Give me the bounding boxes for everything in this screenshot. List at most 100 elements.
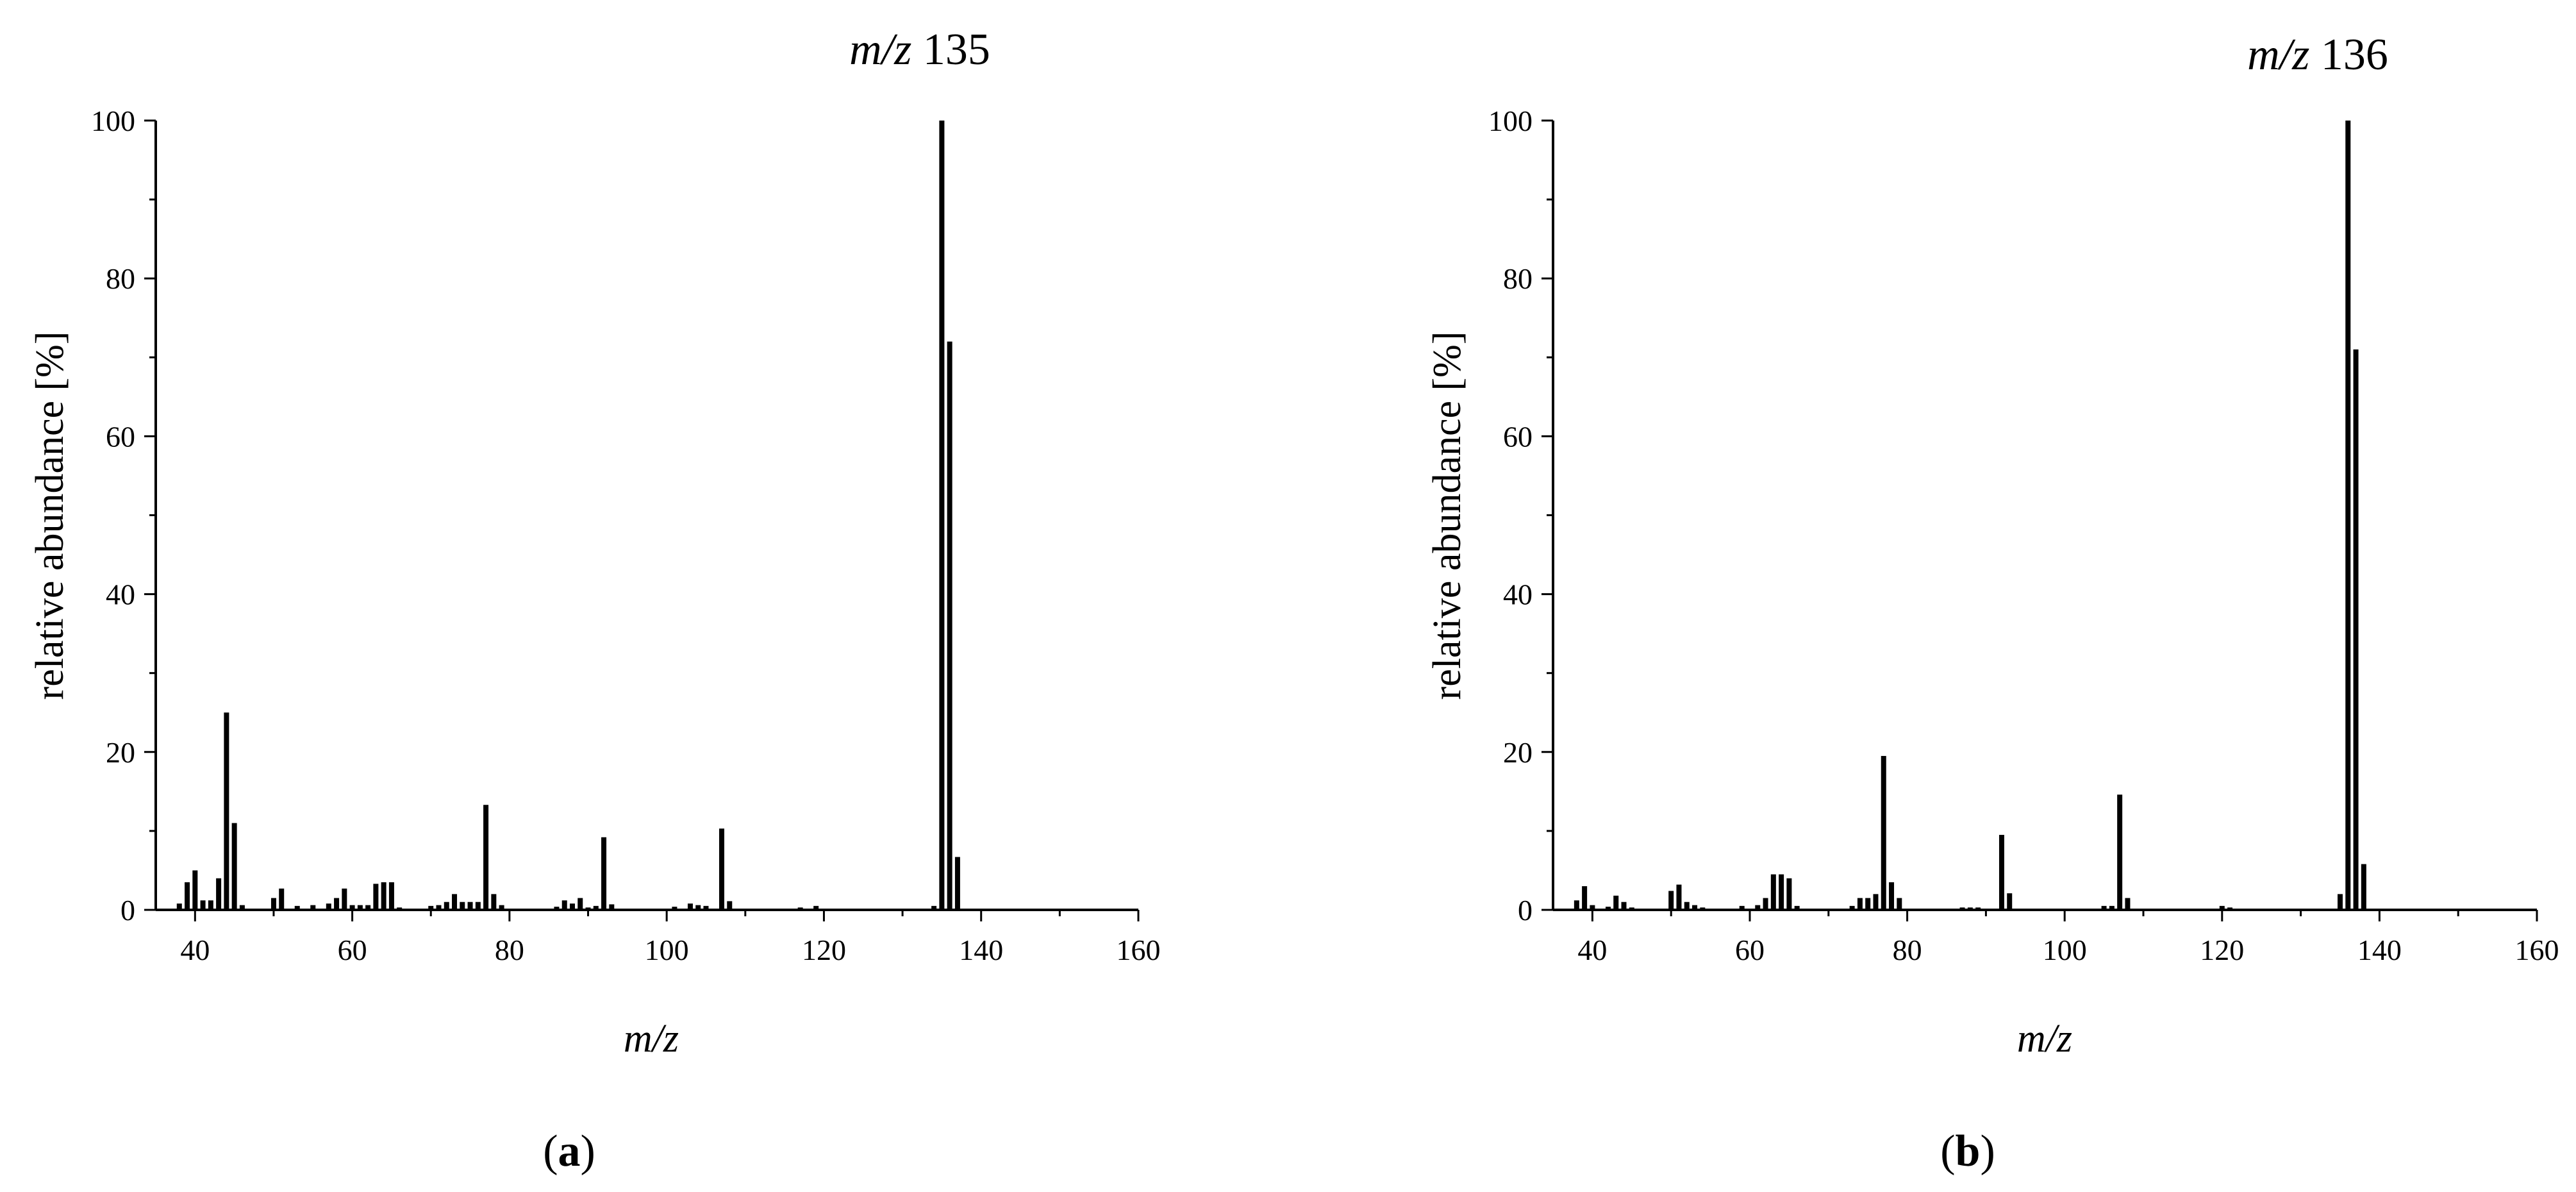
spectrum-bar — [719, 828, 725, 910]
spectrum-bar — [1763, 898, 1768, 910]
spectrum-bar — [365, 905, 371, 910]
spectrum-bar — [310, 905, 316, 910]
spectrum-bar — [2125, 898, 2131, 910]
spectrum-bar — [578, 898, 583, 910]
spectrum-bar — [231, 823, 237, 910]
spectrum-bar — [491, 894, 497, 910]
spectrum-bar — [2007, 893, 2013, 910]
spectrum-bar — [2219, 905, 2225, 910]
panel-label: (b) — [1940, 1127, 1995, 1176]
x-tick-label: 160 — [2515, 934, 2559, 966]
spectrum-bar — [1889, 882, 1895, 910]
spectrum-bar — [1692, 905, 1698, 910]
spectrum-bar — [452, 894, 458, 910]
spectrum-bar — [176, 903, 182, 910]
spectrum-bar — [1786, 878, 1792, 910]
panel-label: (a) — [543, 1127, 595, 1176]
spectrum-bar — [1668, 891, 1674, 910]
x-tick-label: 60 — [338, 934, 367, 966]
spectrum-bar — [475, 902, 481, 910]
spectrum-bar — [593, 905, 599, 910]
spectrum-bar — [2109, 905, 2115, 910]
spectrum-bar — [216, 878, 222, 910]
spectrum-bar — [294, 905, 300, 910]
spectrum-bar — [703, 905, 709, 910]
spectrum-bar — [1779, 874, 1784, 910]
spectrum-bar — [279, 888, 285, 910]
spectrum-bar — [1770, 874, 1776, 910]
y-tick-label: 20 — [1503, 736, 1533, 769]
spectrum-bar — [2101, 905, 2107, 910]
spectrum-bar — [239, 905, 245, 910]
spectrum-bar — [2361, 864, 2366, 910]
x-tick-label: 100 — [2043, 934, 2087, 966]
spectrum-bar — [1998, 835, 2004, 910]
spectrum-bar — [2353, 349, 2359, 910]
panel-label-open: ( — [1940, 1127, 1955, 1176]
x-tick-label: 80 — [495, 934, 524, 966]
spectrum-bar — [561, 900, 567, 910]
y-tick-label: 40 — [1503, 578, 1533, 611]
spectrum-bar — [342, 888, 347, 910]
spectrum-bar — [428, 905, 434, 910]
y-tick-label: 40 — [106, 578, 135, 611]
spectrum-bar — [1582, 886, 1588, 910]
x-tick-label: 120 — [802, 934, 846, 966]
panel-b: m/z 136 40 60 80 100 120 140 160 0 20 40 60 80 100 m… — [1425, 30, 2559, 1176]
spectrum-bar — [460, 902, 465, 910]
x-axis-title: m/z — [624, 1017, 679, 1061]
spectrum-bar — [334, 898, 340, 910]
spectrum-bar — [436, 905, 442, 910]
y-axis-title: relative abundance [%] — [1425, 332, 1469, 700]
title-mz: m/z — [2247, 30, 2309, 80]
title-mz: m/z — [849, 25, 911, 74]
panel-a: m/z 135 40 60 80 100 120 140 160 0 20 40 60 80 100 m… — [28, 25, 1161, 1176]
panel-title: m/z 136 — [2247, 30, 2388, 80]
y-tick-label: 80 — [106, 262, 135, 295]
spectrum-bar — [1621, 902, 1627, 910]
y-tick-label: 80 — [1503, 262, 1533, 295]
spectrum-bar — [1739, 905, 1745, 910]
spectrum-bar — [1857, 898, 1863, 910]
spectrum-bar — [947, 341, 952, 910]
y-tick-label: 100 — [91, 105, 135, 137]
spectrum-bar — [609, 904, 615, 910]
y-tick-label: 60 — [1503, 420, 1533, 453]
x-tick-label: 140 — [2357, 934, 2402, 966]
spectrum-bar — [2338, 894, 2343, 910]
x-axis-title: m/z — [2017, 1017, 2072, 1061]
spectrum-bar — [1590, 905, 1595, 910]
spectrum-bar — [939, 121, 945, 910]
spectrum-bar — [1684, 902, 1690, 910]
panel-title: m/z 135 — [849, 25, 990, 74]
spectrum-bar — [444, 902, 449, 910]
spectrum-bar — [200, 900, 206, 910]
spectrum-bar — [192, 870, 198, 910]
spectrum-bar — [185, 882, 190, 910]
spectrum-bar — [1574, 900, 1579, 910]
x-tick-label: 40 — [180, 934, 210, 966]
x-tick-label: 120 — [2200, 934, 2244, 966]
spectrum-bar — [326, 903, 331, 910]
spectrum-bar — [1605, 907, 1611, 910]
spectrum-bar — [2117, 794, 2123, 910]
spectrum-bar — [499, 905, 504, 910]
y-tick-label: 60 — [106, 420, 135, 453]
spectrum-bar — [1849, 905, 1855, 910]
panel-label-open: ( — [543, 1127, 558, 1176]
panel-label-close: ) — [581, 1127, 595, 1176]
spectrum-bar — [672, 907, 677, 910]
x-tick-label: 80 — [1893, 934, 1922, 966]
spectrum-bar — [695, 905, 701, 910]
spectrum-bar — [357, 905, 363, 910]
spectrum-bar — [373, 884, 379, 910]
spectrum-bar — [687, 903, 693, 910]
spectrum-bar — [931, 905, 937, 910]
x-tick-label: 140 — [959, 934, 1003, 966]
y-axis-title: relative abundance [%] — [28, 332, 72, 700]
plot-area: 40 60 80 100 120 140 160 0 20 40 60 80 100 — [91, 105, 1161, 966]
y-tick-label: 100 — [1488, 105, 1533, 137]
spectrum-bar — [467, 902, 473, 910]
x-tick-label: 60 — [1735, 934, 1765, 966]
